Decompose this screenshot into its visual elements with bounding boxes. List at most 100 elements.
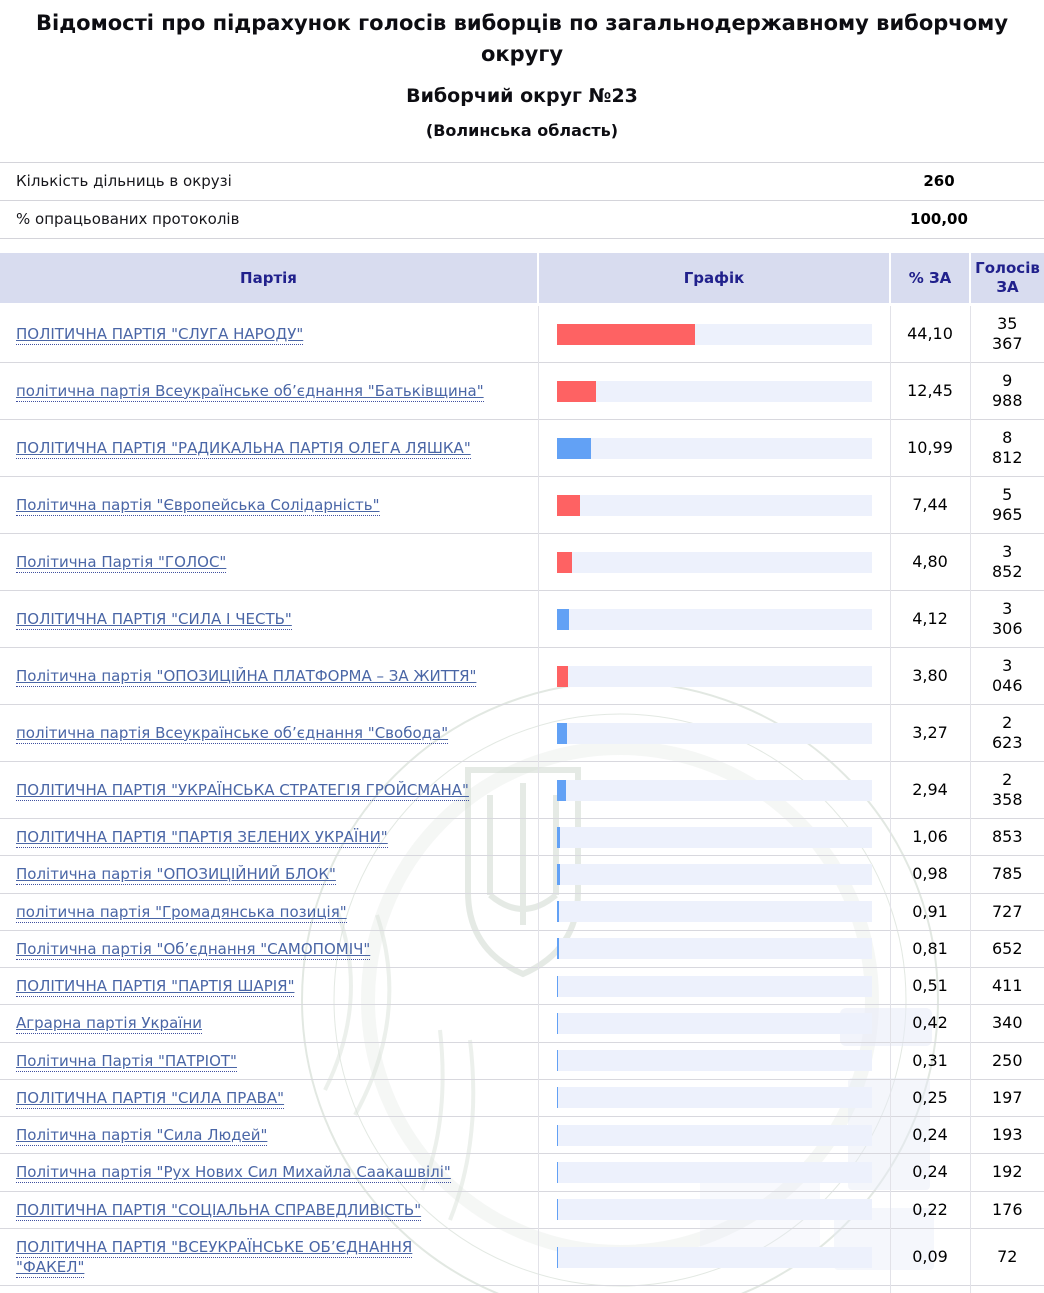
party-link[interactable]: ПОЛІТИЧНА ПАРТІЯ "ПАРТІЯ ШАРІЯ" [16, 977, 295, 997]
vote-bar [556, 1012, 558, 1034]
vote-bar-track [556, 1087, 872, 1109]
percent-value: 0,09 [912, 1247, 948, 1266]
vote-bar-track [556, 1012, 872, 1034]
votes-cell: 727 [969, 892, 1044, 931]
vote-bar [556, 975, 559, 997]
percent-value: 44,10 [907, 324, 953, 343]
party-link[interactable]: Політична Партія "ПАТРІОТ" [16, 1051, 237, 1072]
vote-bar-track [556, 722, 872, 744]
party-row: Аграрна партія України 0,42 340 [0, 1004, 1044, 1042]
summary-row: Кількість дільниць в окрузі 260 [0, 162, 1044, 201]
party-link[interactable]: Аграрна партія України [16, 1014, 202, 1035]
vote-bar [556, 380, 596, 402]
vote-bar-track [556, 323, 872, 345]
party-cell: Політична Партія "ПАТРІОТ" [0, 1041, 538, 1080]
summary-value: 260 [834, 162, 1044, 201]
party-link[interactable]: ПОЛІТИЧНА ПАРТІЯ "ВСЕУКРАЇНСЬКЕ ОБ’ЄДНАН… [16, 1237, 413, 1278]
graph-cell [537, 362, 890, 420]
party-cell: Політична партія "Європейська Солідарніс… [0, 476, 538, 534]
vote-bar-track [556, 1246, 872, 1268]
votes-cell: 340 [969, 1004, 1044, 1042]
party-link[interactable]: Політична партія "Об’єднання "САМОПОМІЧ" [16, 939, 371, 960]
party-link[interactable]: ПОЛІТИЧНА ПАРТІЯ "УКРАЇНСЬКА СТРАТЕГІЯ Г… [16, 780, 469, 801]
votes-value: 3 306 [991, 599, 1023, 638]
votes-cell: 176 [969, 1190, 1044, 1229]
vote-bar-track [556, 779, 872, 801]
votes-value: 652 [991, 938, 1023, 958]
party-link[interactable]: політична партія "Громадянська позиція" [16, 902, 347, 923]
column-header-party: Партія [0, 253, 538, 306]
party-cell: Аграрна партія України [0, 1004, 538, 1042]
vote-bar-track [556, 551, 872, 573]
percent-cell: 2,94 [889, 761, 970, 819]
party-link[interactable]: ПОЛІТИЧНА ПАРТІЯ "РАДИКАЛЬНА ПАРТІЯ ОЛЕГ… [16, 438, 471, 459]
column-header-percent: % ЗА [889, 253, 970, 306]
party-row: ПОЛІТИЧНА ПАРТІЯ "СЛУГА НАРОДУ" 44,10 35… [0, 304, 1044, 363]
percent-value: 4,80 [912, 552, 948, 571]
vote-bar [556, 1161, 558, 1183]
vote-bar [556, 608, 570, 630]
summary-row: % опрацьованих протоколів 100,00 [0, 200, 1044, 239]
vote-bar-track [556, 863, 872, 885]
vote-bar-track [556, 826, 872, 848]
votes-cell: 250 [969, 1041, 1044, 1080]
vote-bar-track [556, 901, 872, 923]
vote-bar [556, 779, 566, 801]
vote-bar [556, 494, 580, 516]
party-cell: ПОЛІТИЧНА ПАРТІЯ "СОЦІАЛЬНА СПРАВЕДЛИВІС… [0, 1190, 538, 1229]
vote-bar [556, 826, 560, 848]
party-link[interactable]: ПОЛІТИЧНА ПАРТІЯ "СИЛА ПРАВА" [16, 1088, 285, 1109]
party-cell: ПОЛІТИЧНА ПАРТІЯ "ПАРТІЯ ШАРІЯ" [0, 966, 538, 1005]
percent-cell: 0,04 [889, 1285, 970, 1293]
party-row: ПОЛІТИЧНА ПАРТІЯ "СИЛА ПРАВА" 0,25 197 [0, 1078, 1044, 1117]
party-link[interactable]: ПОЛІТИЧНА ПАРТІЯ "ПАРТІЯ ЗЕЛЕНИХ УКРАЇНИ… [16, 828, 388, 848]
party-link[interactable]: Політична партія "Європейська Солідарніс… [16, 495, 380, 516]
percent-value: 0,51 [912, 976, 948, 996]
summary-label: Кількість дільниць в окрузі [0, 162, 834, 201]
votes-value: 8 812 [991, 428, 1023, 467]
party-link[interactable]: політична партія Всеукраїнське об’єднанн… [16, 723, 449, 744]
party-link[interactable]: Політична Партія "ГОЛОС" [16, 552, 227, 573]
party-link[interactable]: ПОЛІТИЧНА ПАРТІЯ "СОЦІАЛЬНА СПРАВЕДЛИВІС… [16, 1200, 422, 1221]
vote-bar-track [556, 975, 872, 997]
party-cell: політична партія Всеукраїнське об’єднанн… [0, 362, 538, 420]
votes-value: 411 [991, 976, 1023, 996]
party-cell: Політична партія "Сила Людей" [0, 1115, 538, 1154]
percent-value: 7,44 [912, 495, 948, 514]
votes-value: 197 [991, 1087, 1023, 1107]
votes-cell: 72 [969, 1227, 1044, 1286]
percent-value: 3,80 [912, 666, 948, 685]
party-row: Політична партія "Рух Нових Сил Михайла … [0, 1153, 1044, 1191]
votes-cell: 652 [969, 929, 1044, 968]
party-link[interactable]: Політична партія "Рух Нових Сил Михайла … [16, 1163, 451, 1184]
party-link[interactable]: Політична партія "Сила Людей" [16, 1126, 268, 1146]
percent-value: 0,98 [912, 864, 948, 884]
party-link[interactable]: Політична партія "ОПОЗИЦІЙНИЙ БЛОК" [16, 865, 336, 886]
votes-value: 2 358 [991, 770, 1023, 809]
votes-value: 340 [991, 1013, 1023, 1033]
graph-cell [537, 1115, 890, 1154]
vote-bar [556, 1087, 558, 1109]
percent-value: 4,12 [912, 609, 948, 628]
column-header-votes: Голосів ЗА [969, 253, 1044, 306]
party-link[interactable]: ПОЛІТИЧНА ПАРТІЯ "СИЛА І ЧЕСТЬ" [16, 609, 292, 630]
vote-bar [556, 1050, 558, 1072]
vote-bar [556, 551, 572, 573]
vote-bar [556, 901, 560, 923]
percent-cell: 3,27 [889, 704, 970, 762]
party-link[interactable]: політична партія Всеукраїнське об’єднанн… [16, 381, 484, 402]
votes-cell: 197 [969, 1078, 1044, 1117]
graph-cell [537, 1041, 890, 1080]
votes-value: 3 046 [991, 656, 1023, 695]
graph-cell [537, 419, 890, 477]
vote-bar [556, 1124, 558, 1146]
votes-cell: 2 623 [969, 704, 1044, 762]
percent-value: 10,99 [907, 438, 953, 457]
votes-cell: 33 [969, 1285, 1044, 1293]
party-cell: ПОЛІТИЧНА ПАРТІЯ "СИЛА І ЧЕСТЬ" [0, 590, 538, 648]
graph-cell [537, 476, 890, 534]
graph-cell [537, 761, 890, 819]
party-link[interactable]: ПОЛІТИЧНА ПАРТІЯ "СЛУГА НАРОДУ" [16, 324, 304, 345]
party-row: Політична партія "Об’єднання "САМОПОМІЧ"… [0, 929, 1044, 968]
party-link[interactable]: Політична партія "ОПОЗИЦІЙНА ПЛАТФОРМА –… [16, 666, 477, 687]
